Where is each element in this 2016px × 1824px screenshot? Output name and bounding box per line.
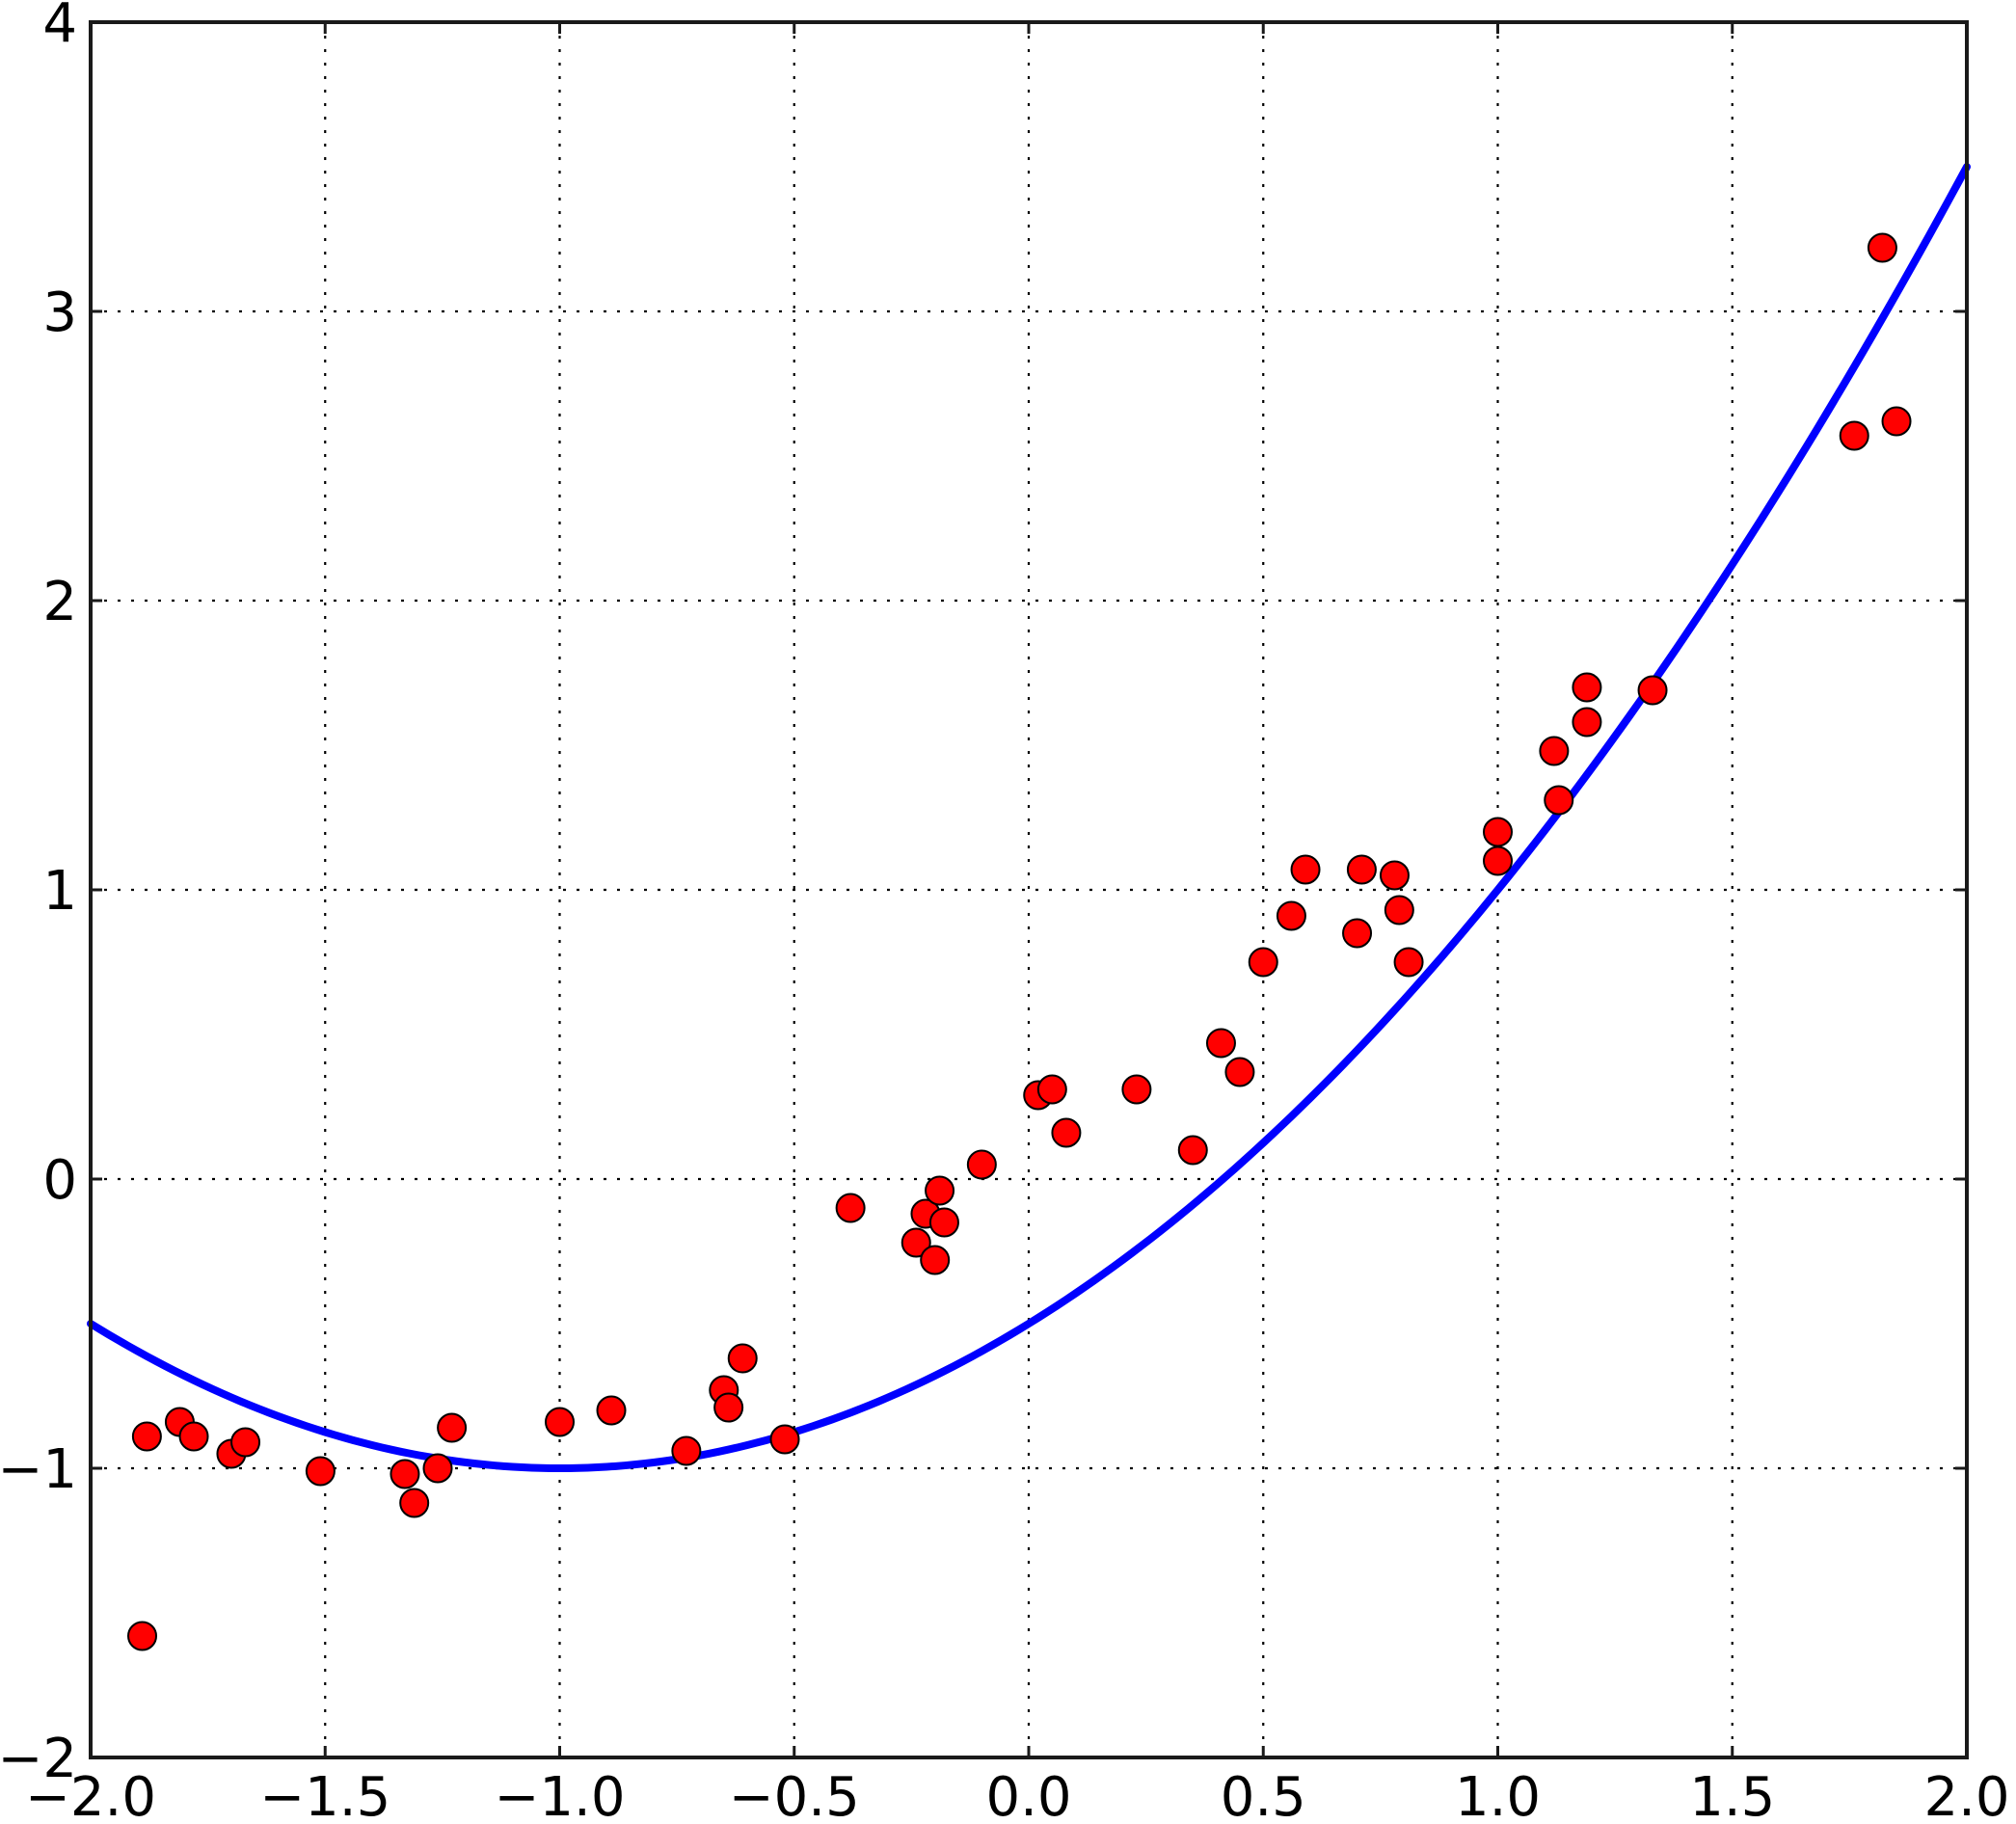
data-points xyxy=(127,232,1912,1651)
data-point xyxy=(596,1395,627,1426)
data-point xyxy=(1379,860,1410,891)
data-point xyxy=(1572,707,1602,738)
data-point xyxy=(925,1175,955,1206)
data-point xyxy=(1544,785,1574,816)
x-tick-label: 0.5 xyxy=(1221,1766,1306,1824)
data-point xyxy=(230,1427,261,1458)
data-point xyxy=(928,1207,959,1238)
data-point xyxy=(1881,406,1912,437)
data-point xyxy=(1346,854,1377,885)
data-point xyxy=(127,1621,158,1651)
data-point xyxy=(305,1456,336,1487)
x-tick-label: 1.0 xyxy=(1455,1766,1541,1824)
data-point xyxy=(1248,947,1278,978)
y-tick-label: 0 xyxy=(42,1149,77,1212)
data-point xyxy=(713,1392,744,1423)
x-tick-label: −2.0 xyxy=(25,1766,156,1824)
grid-lines xyxy=(91,22,1967,1757)
data-point xyxy=(835,1193,866,1223)
y-tick-label: −1 xyxy=(0,1438,77,1501)
data-point xyxy=(178,1421,209,1452)
data-point xyxy=(1483,817,1513,847)
y-tick-label: 1 xyxy=(42,860,77,923)
data-point xyxy=(671,1435,702,1466)
data-point xyxy=(1121,1074,1152,1105)
data-point xyxy=(966,1149,997,1180)
data-point xyxy=(1384,895,1414,925)
data-point xyxy=(1290,854,1321,885)
x-tick-label: 0.0 xyxy=(985,1766,1071,1824)
x-tick-label: −0.5 xyxy=(729,1766,860,1824)
data-point xyxy=(1637,675,1668,706)
x-tick-label: −1.0 xyxy=(495,1766,626,1824)
data-point xyxy=(1342,918,1373,949)
data-point xyxy=(1205,1028,1236,1059)
x-tick-labels: −2.0 −1.5 −1.0 −0.5 0.0 0.5 1.0 1.5 2.0 xyxy=(25,1766,2010,1824)
plot-frame xyxy=(89,20,1969,1759)
y-tick-label: −2 xyxy=(0,1728,77,1790)
data-point xyxy=(1867,232,1897,263)
x-tick-label: 1.5 xyxy=(1689,1766,1775,1824)
data-point xyxy=(399,1488,430,1518)
data-point xyxy=(900,1227,931,1258)
data-point xyxy=(1839,420,1869,451)
data-point xyxy=(1177,1135,1208,1166)
x-tick-label: −1.5 xyxy=(259,1766,390,1824)
data-point xyxy=(920,1245,951,1275)
data-point xyxy=(1036,1074,1067,1105)
data-point xyxy=(1539,736,1570,766)
data-point xyxy=(545,1407,575,1437)
data-point xyxy=(390,1459,420,1489)
y-tick-labels: −2 −1 0 1 2 3 4 xyxy=(0,0,77,1790)
y-tick-label: 4 xyxy=(42,0,77,55)
data-point xyxy=(1572,672,1602,703)
data-point xyxy=(1276,900,1306,931)
data-point xyxy=(769,1424,800,1455)
y-tick-label: 2 xyxy=(42,571,77,633)
x-tick-label: 2.0 xyxy=(1923,1766,2009,1824)
data-point xyxy=(1393,947,1424,978)
data-point xyxy=(1051,1117,1082,1148)
data-point xyxy=(727,1343,758,1374)
data-point xyxy=(437,1412,468,1443)
data-point xyxy=(131,1421,162,1452)
data-point xyxy=(422,1453,453,1484)
data-point xyxy=(1483,845,1513,876)
y-tick-label: 3 xyxy=(42,282,77,344)
data-point xyxy=(1224,1057,1255,1087)
